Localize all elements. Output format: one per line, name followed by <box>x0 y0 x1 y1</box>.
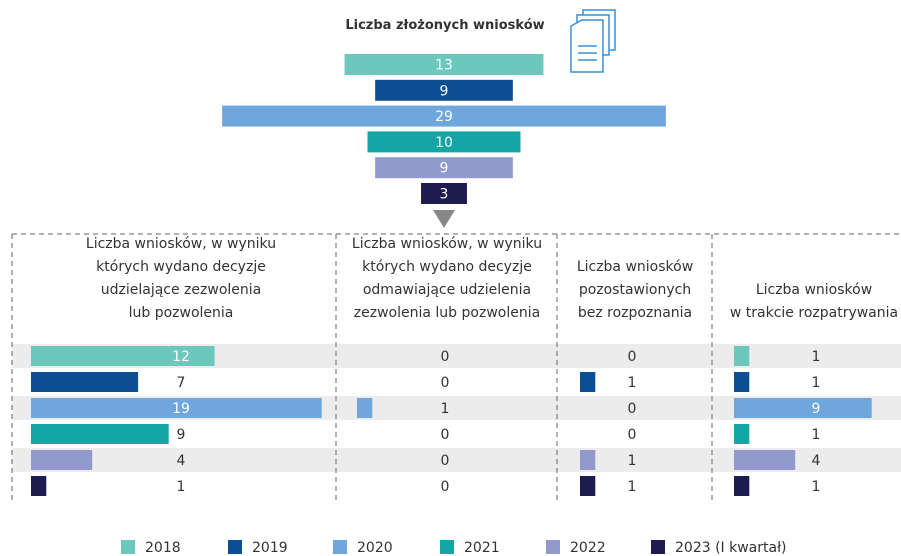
funnel-label: 10 <box>435 135 453 151</box>
value-label: 0 <box>628 427 637 443</box>
panel-title: Liczba wniosków w trakcie rozpatrywania <box>729 282 899 321</box>
funnel-bar <box>421 183 467 204</box>
funnel-bar <box>375 79 513 101</box>
legend-label: 2022 <box>570 540 606 556</box>
value-label: 0 <box>441 349 450 365</box>
bar <box>31 424 169 444</box>
value-label: 0 <box>441 375 450 391</box>
value-label: 7 <box>177 375 186 391</box>
funnel-label: 9 <box>440 83 449 99</box>
legend-label: 2020 <box>357 540 393 556</box>
legend-swatch <box>651 540 665 554</box>
funnel-label: 13 <box>435 58 453 74</box>
funnel-label: 3 <box>440 187 449 203</box>
legend-label: 2019 <box>252 540 288 556</box>
panel-title: Liczba wniosków, w wyniku których wydano… <box>351 236 543 321</box>
bar <box>580 450 596 470</box>
bar <box>734 424 750 444</box>
legend-label: 2021 <box>464 540 500 556</box>
legend-swatch <box>121 540 135 554</box>
value-label: 4 <box>812 453 821 469</box>
funnel-bar <box>375 157 513 179</box>
value-label: 1 <box>628 375 637 391</box>
bar <box>31 476 47 496</box>
bar <box>357 398 373 418</box>
bar <box>580 372 596 392</box>
legend-swatch <box>440 540 454 554</box>
value-label: 12 <box>172 349 190 365</box>
panel-title: Liczba wniosków pozostawionych bez rozpo… <box>576 259 694 321</box>
legend-swatch <box>546 540 560 554</box>
funnel-bar <box>367 131 521 153</box>
value-label: 9 <box>177 427 186 443</box>
arrow <box>433 210 455 228</box>
value-label: 0 <box>628 349 637 365</box>
value-label: 1 <box>812 479 821 495</box>
funnel-label: 29 <box>435 109 453 125</box>
value-label: 1 <box>812 375 821 391</box>
funnel-title: Liczba złożonych wniosków <box>345 18 545 33</box>
legend-label: 2018 <box>145 540 181 556</box>
value-label: 0 <box>441 453 450 469</box>
value-label: 1 <box>628 453 637 469</box>
bar <box>580 476 596 496</box>
bar <box>734 346 750 366</box>
bar <box>31 372 139 392</box>
legend-swatch <box>228 540 242 554</box>
legend-label: 2023 (I kwartał) <box>675 540 787 556</box>
bar <box>734 398 872 418</box>
legend-swatch <box>333 540 347 554</box>
value-label: 1 <box>177 479 186 495</box>
funnel-bar <box>344 54 544 75</box>
panel-title: Liczba wniosków, w wyniku których wydano… <box>85 236 277 321</box>
panel-borders <box>11 233 900 500</box>
funnel-label: 9 <box>440 161 449 177</box>
value-label: 0 <box>628 401 637 417</box>
document-icon <box>570 9 616 73</box>
bar <box>734 450 796 470</box>
bar <box>31 398 322 418</box>
value-label: 1 <box>812 427 821 443</box>
bar <box>734 476 750 496</box>
bar <box>734 372 750 392</box>
value-label: 0 <box>441 479 450 495</box>
value-label: 1 <box>441 401 450 417</box>
value-label: 0 <box>441 427 450 443</box>
value-label: 9 <box>812 401 821 417</box>
value-label: 1 <box>628 479 637 495</box>
bar <box>31 346 215 366</box>
value-label: 19 <box>172 401 190 417</box>
value-label: 4 <box>177 453 186 469</box>
funnel-bar <box>222 105 666 127</box>
value-label: 1 <box>812 349 821 365</box>
bar <box>31 450 93 470</box>
